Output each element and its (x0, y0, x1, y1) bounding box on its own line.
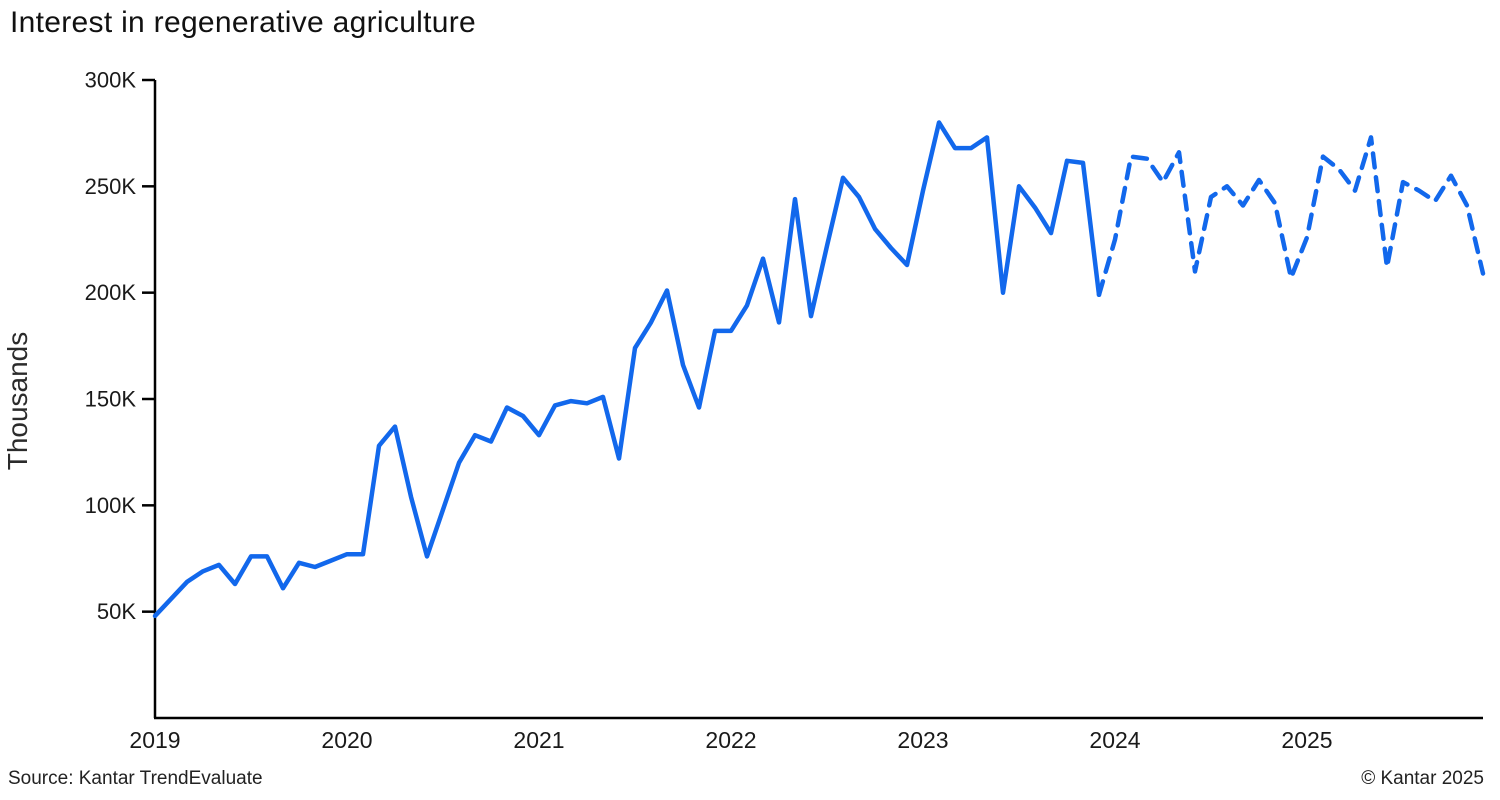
x-tick-label: 2023 (897, 727, 948, 753)
source-note: Source: Kantar TrendEvaluate (8, 768, 263, 789)
y-tick-label: 200K (85, 280, 137, 305)
y-tick-label: 50K (97, 599, 136, 624)
x-tick-label: 2022 (705, 727, 756, 753)
x-tick-label: 2020 (321, 727, 372, 753)
copyright-note: © Kantar 2025 (1361, 768, 1484, 789)
y-tick-label: 150K (85, 387, 137, 412)
x-tick-label: 2021 (513, 727, 564, 753)
x-tick-label: 2025 (1281, 727, 1332, 753)
x-tick-label: 2024 (1089, 727, 1140, 753)
x-tick-label: 2019 (129, 727, 180, 753)
y-tick-label: 250K (85, 174, 137, 199)
y-tick-label: 300K (85, 68, 137, 93)
forecast-line (1096, 135, 1486, 298)
actual-line (152, 120, 1102, 619)
chart-title: Interest in regenerative agriculture (10, 6, 477, 39)
y-tick-label: 100K (85, 493, 137, 518)
